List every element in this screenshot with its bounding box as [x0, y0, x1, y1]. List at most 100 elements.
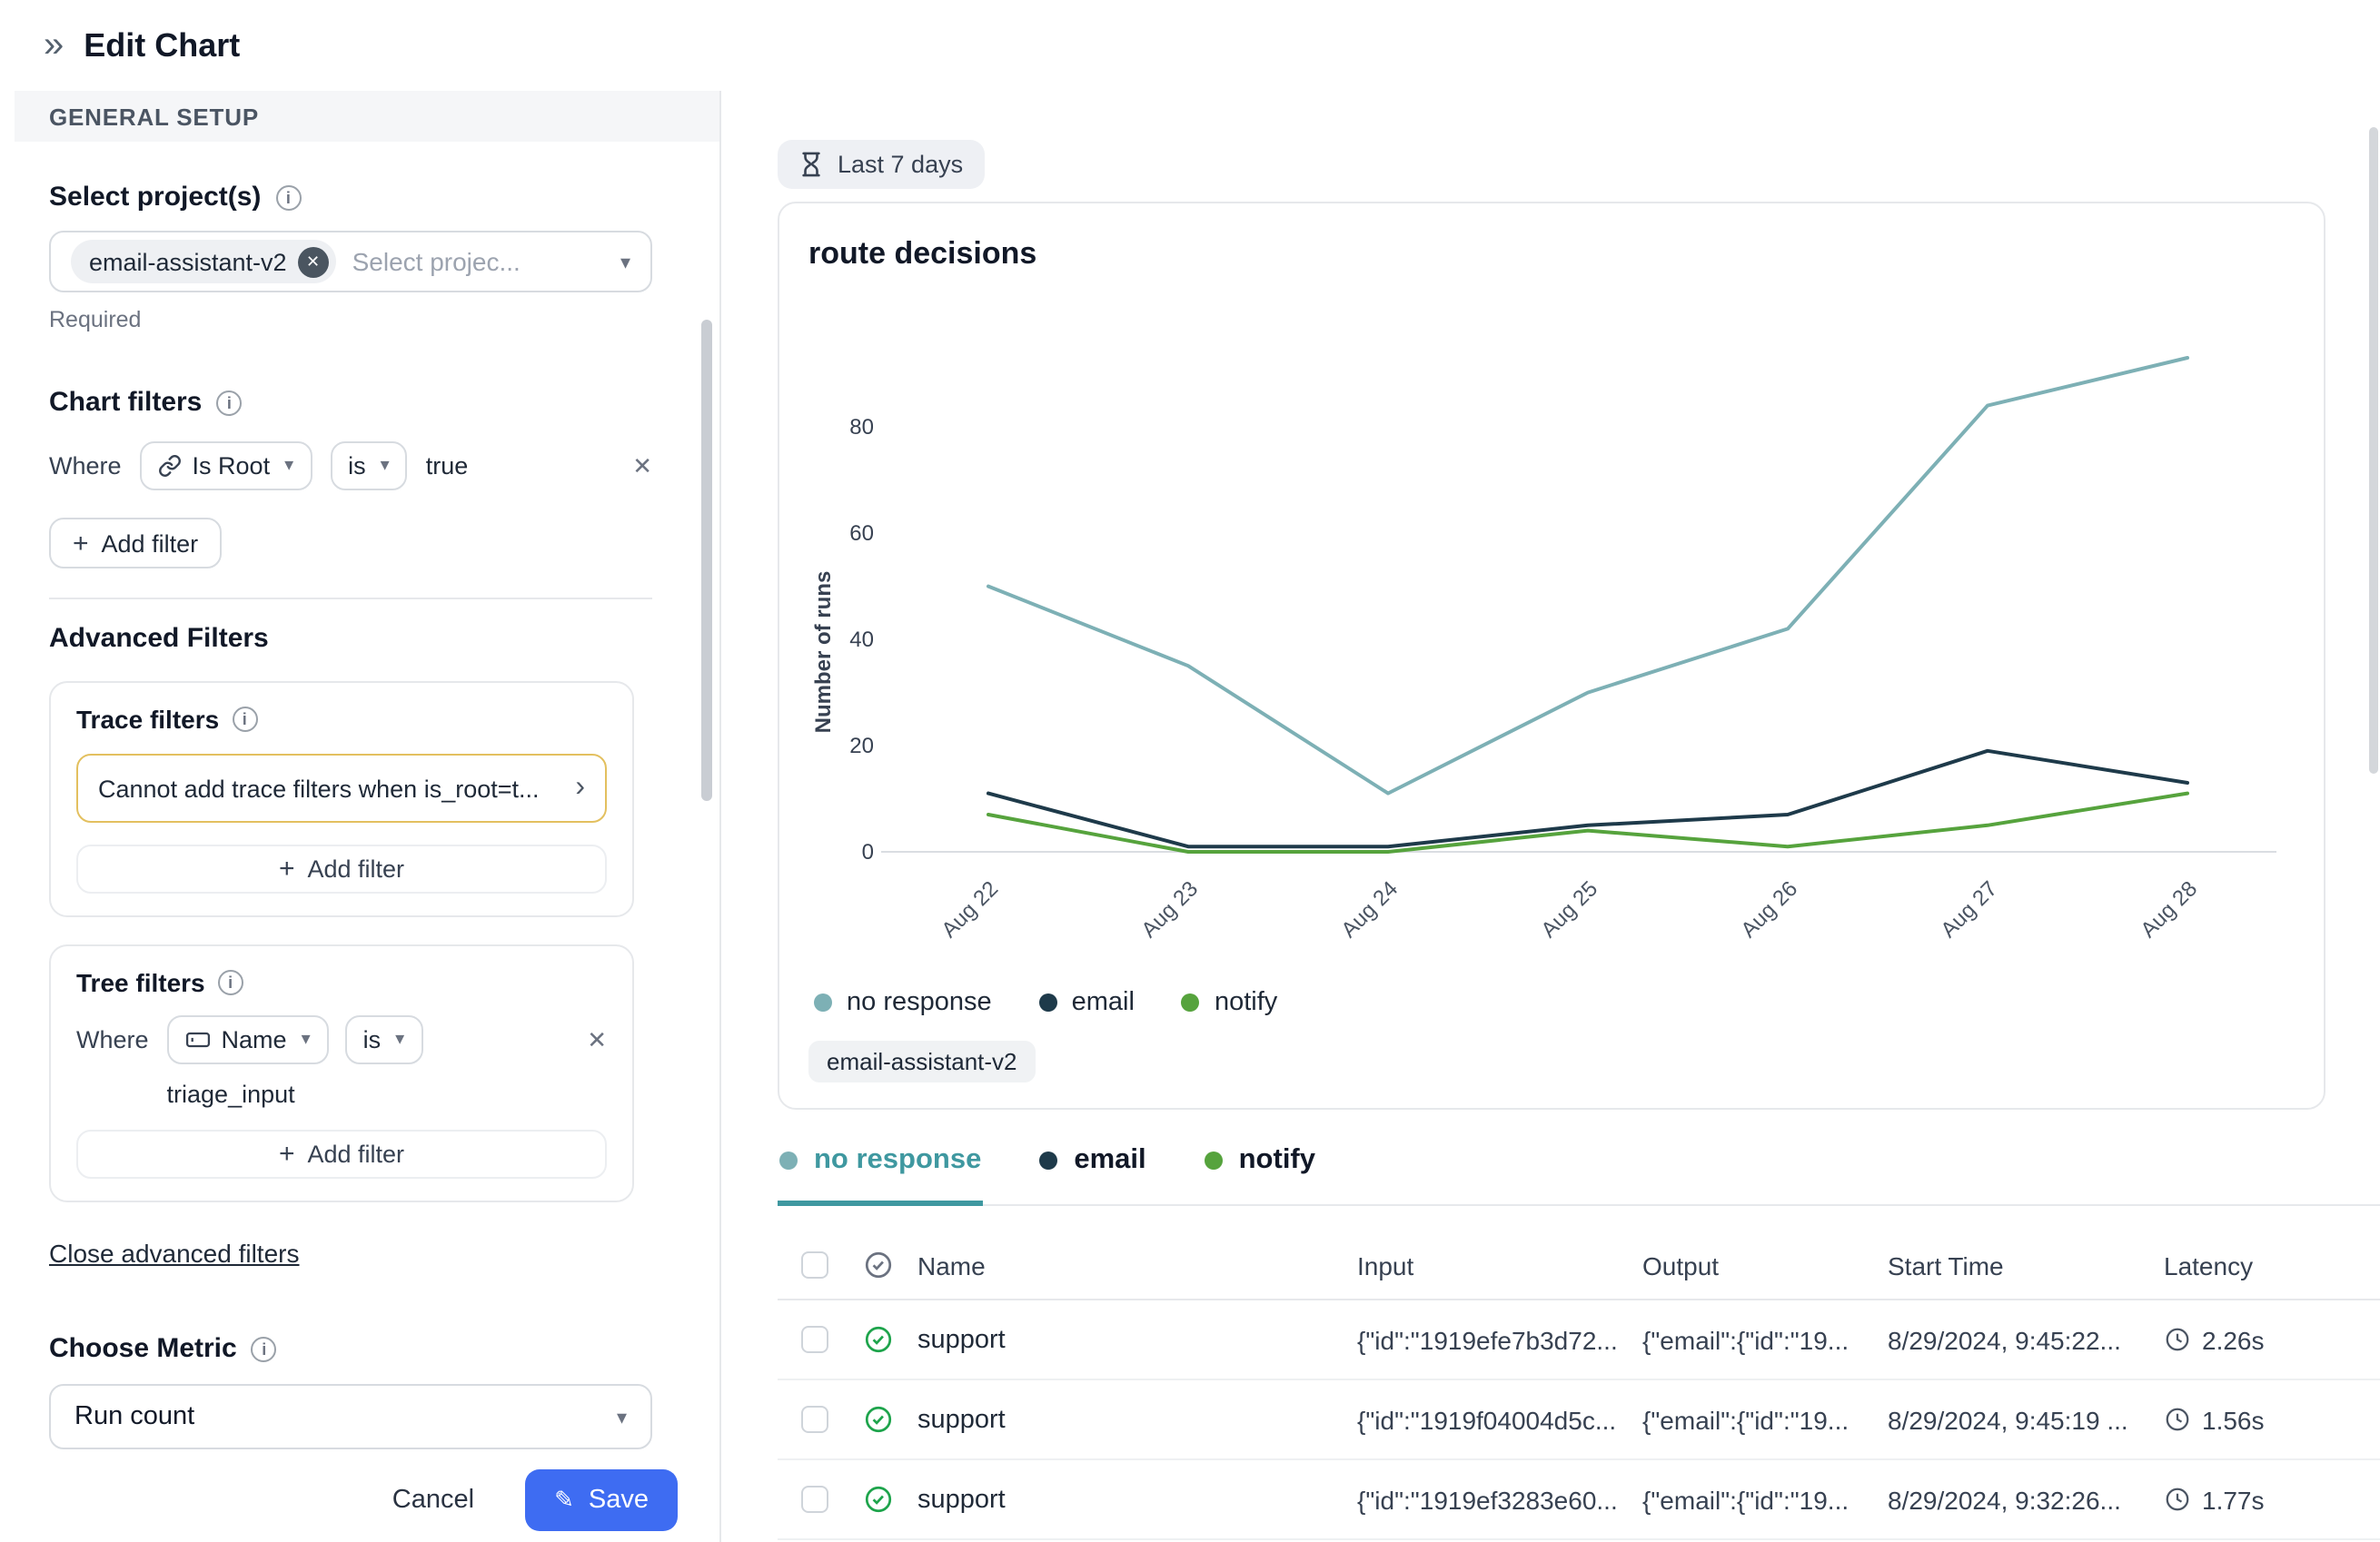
tree-add-filter-button[interactable]: + Add filter: [76, 1130, 607, 1179]
filter-field-label: Is Root: [192, 452, 271, 479]
svg-text:Aug 28: Aug 28: [2136, 876, 2202, 943]
divider: [49, 598, 652, 599]
where-label: Where: [49, 452, 122, 479]
tab-no-response[interactable]: no response: [778, 1141, 984, 1206]
time-range-chip[interactable]: Last 7 days: [778, 140, 986, 189]
chevron-down-icon: ▾: [284, 456, 294, 476]
filter-operator-dropdown[interactable]: is ▾: [330, 441, 408, 490]
run-latency: 2.26s: [2202, 1325, 2265, 1354]
svg-text:Aug 24: Aug 24: [1336, 876, 1403, 943]
select-all-checkbox[interactable]: [801, 1251, 828, 1279]
chart-title: route decisions: [808, 236, 1037, 271]
close-advanced-filters-link[interactable]: Close advanced filters: [49, 1239, 300, 1268]
tab-label: notify: [1238, 1144, 1315, 1175]
success-status-icon: [865, 1486, 892, 1513]
svg-text:Aug 25: Aug 25: [1536, 876, 1602, 943]
column-header-start-time[interactable]: Start Time: [1888, 1250, 2004, 1280]
table-row[interactable]: support {"id":"1919f04004d5c... {"email"…: [778, 1380, 2380, 1460]
filter-value[interactable]: true: [425, 452, 469, 479]
chevron-down-icon: ▾: [616, 1407, 627, 1428]
project-filter-chip: email-assistant-v2: [808, 1041, 1036, 1082]
sidebar-scrollbar[interactable]: [701, 320, 712, 801]
run-name[interactable]: support: [917, 1405, 1006, 1434]
trace-add-filter-button[interactable]: + Add filter: [76, 845, 607, 894]
plus-icon: +: [73, 528, 89, 558]
tab-email[interactable]: email: [1037, 1141, 1147, 1206]
svg-text:80: 80: [849, 415, 874, 440]
header-bar: » Edit Chart: [0, 0, 2380, 91]
chart-legend: no response email notify: [808, 988, 2295, 1017]
trace-add-filter-label: Add filter: [307, 855, 405, 883]
svg-text:Aug 26: Aug 26: [1736, 876, 1802, 943]
info-icon: i: [216, 390, 243, 415]
tree-operator-dropdown[interactable]: is ▾: [344, 1015, 423, 1064]
row-checkbox[interactable]: [801, 1326, 828, 1353]
run-name[interactable]: support: [917, 1325, 1006, 1354]
remove-project-icon[interactable]: ✕: [297, 246, 329, 277]
column-header-output[interactable]: Output: [1642, 1250, 1720, 1280]
run-latency: 1.77s: [2202, 1485, 2265, 1514]
chart-filters-label: Chart filters: [49, 387, 203, 418]
chevron-down-icon: ▾: [395, 1030, 405, 1050]
table-row[interactable]: support {"id":"1919ef3283e60... {"email"…: [778, 1460, 2380, 1540]
tree-field-dropdown[interactable]: Name ▾: [166, 1015, 329, 1064]
select-projects-label: Select project(s): [49, 182, 262, 213]
row-checkbox[interactable]: [801, 1406, 828, 1433]
collapse-panel-icon[interactable]: »: [44, 25, 64, 65]
clock-icon: [2166, 1328, 2189, 1351]
tree-filter-value[interactable]: triage_input: [166, 1081, 295, 1108]
remove-filter-icon[interactable]: ✕: [632, 451, 652, 479]
required-note: Required: [49, 307, 142, 332]
svg-text:40: 40: [849, 628, 874, 652]
svg-text:Aug 23: Aug 23: [1136, 876, 1203, 943]
page-scrollbar[interactable]: [2369, 127, 2378, 774]
column-header-name[interactable]: Name: [917, 1250, 986, 1280]
chevron-down-icon: ▾: [620, 252, 630, 273]
tab-dot: [779, 1152, 798, 1170]
link-icon: [158, 455, 181, 477]
plus-icon: +: [278, 854, 295, 885]
tree-operator-label: is: [362, 1026, 382, 1053]
trace-filters-warning[interactable]: Cannot add trace filters when is_root=t.…: [76, 754, 607, 823]
tree-filters-label: Tree filters: [76, 968, 205, 997]
add-filter-button[interactable]: + Add filter: [49, 518, 223, 568]
page-title: Edit Chart: [84, 26, 241, 63]
legend-label: notify: [1214, 988, 1278, 1017]
cancel-button[interactable]: Cancel: [392, 1486, 475, 1515]
filter-field-dropdown[interactable]: Is Root ▾: [139, 441, 312, 490]
column-header-input[interactable]: Input: [1357, 1250, 1414, 1280]
save-button[interactable]: ✎ Save: [525, 1469, 678, 1531]
legend-dot-email: [1038, 993, 1057, 1012]
general-setup-header: GENERAL SETUP: [15, 91, 719, 142]
run-input: {"id":"1919efe7b3d72...: [1357, 1325, 1618, 1354]
chart-card: route decisions 0 20 40 60 80 Number of runs A…: [778, 202, 2325, 1110]
run-start-time: 8/29/2024, 9:32:26...: [1888, 1485, 2121, 1514]
selected-project-label: email-assistant-v2: [89, 248, 287, 275]
chart-preview-area: Last 7 days route decisions 0 20 40 60 80 Num…: [721, 91, 2380, 1542]
run-name[interactable]: support: [917, 1485, 1006, 1514]
tree-add-filter-label: Add filter: [307, 1141, 405, 1168]
run-output: {"email":{"id":"19...: [1642, 1405, 1849, 1434]
row-checkbox[interactable]: [801, 1486, 828, 1513]
run-output: {"email":{"id":"19...: [1642, 1325, 1849, 1354]
column-header-latency[interactable]: Latency: [2164, 1250, 2254, 1280]
save-button-label: Save: [588, 1486, 649, 1515]
remove-filter-icon[interactable]: ✕: [587, 1026, 607, 1053]
tab-dot: [1204, 1152, 1223, 1170]
time-range-label: Last 7 days: [838, 151, 964, 178]
add-filter-label: Add filter: [101, 529, 199, 557]
svg-text:Aug 22: Aug 22: [937, 876, 1003, 943]
chart-filter-row: Where Is Root ▾ is ▾ true ✕: [49, 441, 652, 490]
table-row[interactable]: support {"id":"1919efe7b3d72... {"email"…: [778, 1300, 2380, 1380]
name-field-icon: [185, 1032, 210, 1048]
project-select[interactable]: email-assistant-v2 ✕ Select projec... ▾: [49, 231, 652, 292]
tab-notify[interactable]: notify: [1203, 1141, 1317, 1206]
metric-select-value: Run count: [74, 1402, 195, 1431]
success-status-icon: [865, 1326, 892, 1353]
route-decisions-chart[interactable]: 0 20 40 60 80 Number of runs Aug 22 Aug 23 Aug 2…: [808, 280, 2298, 948]
tree-filters-box: Tree filters i Where Name ▾: [49, 944, 634, 1202]
metric-select[interactable]: Run count ▾: [49, 1384, 652, 1449]
run-input: {"id":"1919ef3283e60...: [1357, 1485, 1618, 1514]
svg-text:Number of runs: Number of runs: [811, 571, 836, 734]
